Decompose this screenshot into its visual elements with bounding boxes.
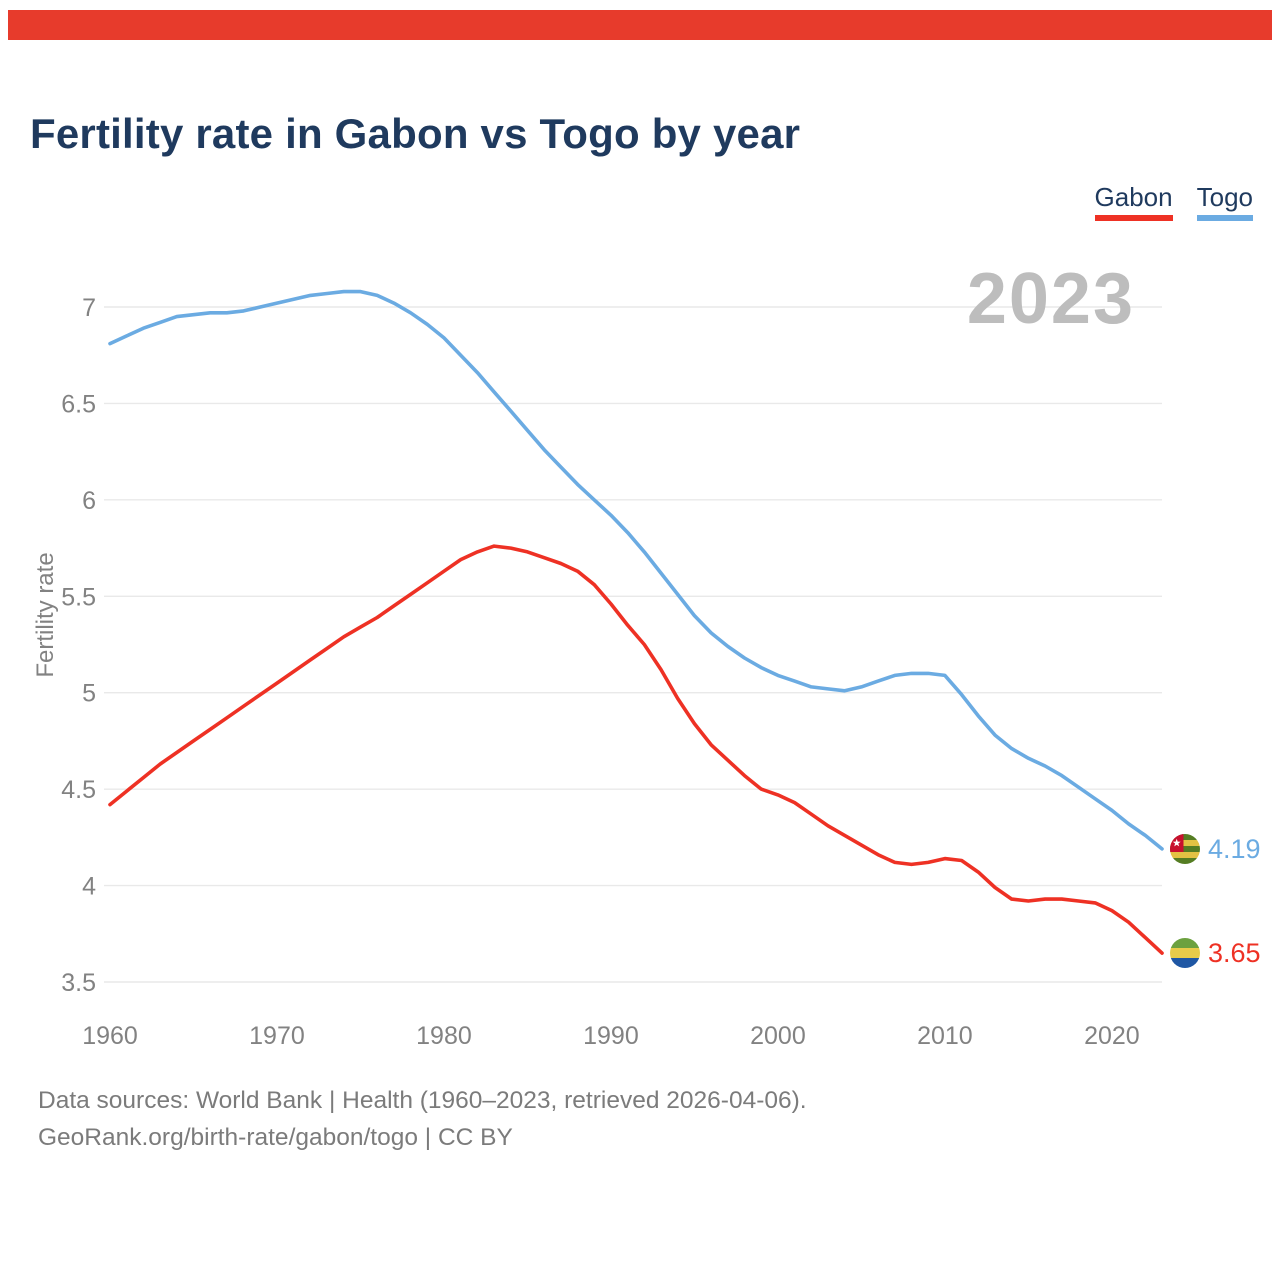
y-tick-label: 5	[82, 680, 96, 708]
x-tick-label: 1960	[82, 1022, 138, 1050]
legend-item-togo[interactable]: Togo	[1196, 182, 1253, 221]
legend-label-togo: Togo	[1196, 182, 1253, 212]
top-accent-bar	[8, 10, 1272, 40]
togo-end-label-group: 4.19	[1170, 834, 1261, 864]
y-tick-label: 7	[82, 294, 96, 322]
legend-label-gabon: Gabon	[1094, 182, 1173, 212]
x-tick-label: 2020	[1084, 1022, 1140, 1050]
y-tick-label: 3.5	[61, 969, 96, 997]
year-watermark: 2023	[966, 259, 1135, 339]
x-tick-label: 2000	[750, 1022, 806, 1050]
y-tick-label: 6	[82, 487, 96, 515]
gabon-end-value: 3.65	[1208, 938, 1261, 968]
x-tick-label: 1990	[583, 1022, 639, 1050]
y-tick-label: 5.5	[61, 583, 96, 611]
gabon-line	[108, 544, 1164, 955]
legend-underline-togo	[1196, 214, 1253, 221]
x-tick-label: 1980	[416, 1022, 472, 1050]
y-tick-label: 6.5	[61, 390, 96, 418]
footer: Data sources: World Bank | Health (1960–…	[38, 1082, 807, 1156]
y-tick-label: 4	[82, 873, 96, 901]
gabon-flag-icon	[1170, 938, 1200, 968]
legend-underline-gabon	[1094, 214, 1173, 221]
footer-sources: Data sources: World Bank | Health (1960–…	[38, 1087, 807, 1114]
legend-item-gabon[interactable]: Gabon	[1094, 182, 1173, 221]
footer-attribution: GeoRank.org/birth-rate/gabon/togo | CC B…	[38, 1124, 513, 1151]
x-tick-label: 2010	[917, 1022, 973, 1050]
gabon-end-label-group: 3.65	[1170, 938, 1261, 968]
y-tick-label: 4.5	[61, 776, 96, 804]
legend: Gabon Togo	[1094, 182, 1253, 221]
togo-end-value: 4.19	[1208, 834, 1261, 864]
page-title: Fertility rate in Gabon vs Togo by year	[30, 110, 801, 157]
togo-line	[108, 289, 1164, 851]
togo-flag-icon	[1170, 834, 1200, 864]
x-tick-label: 1970	[249, 1022, 305, 1050]
